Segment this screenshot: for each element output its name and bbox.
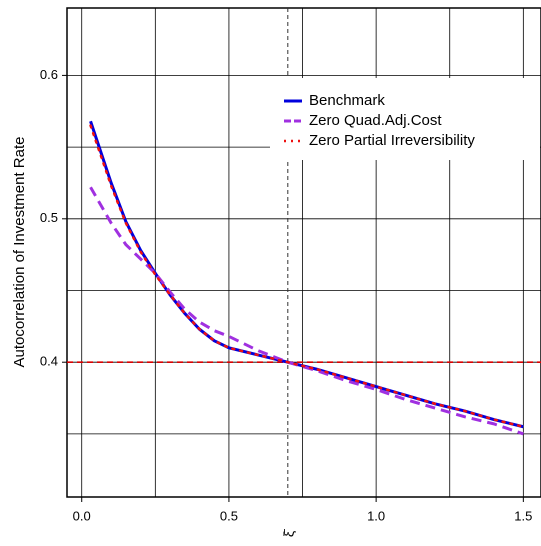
- x-tick-label: 0.0: [73, 508, 91, 523]
- plot-frame: [66, 7, 541, 498]
- series-line: [89, 186, 524, 436]
- y-tick-label: 0.4: [40, 354, 58, 369]
- x-axis-label: ξ̄: [281, 529, 297, 537]
- legend-label: Zero Quad.Adj.Cost: [309, 112, 442, 129]
- legend-label: Benchmark: [309, 92, 385, 109]
- x-tick-label: 0.5: [220, 508, 238, 523]
- legend-label: Zero Partial Irreversibility: [309, 132, 475, 149]
- y-tick-label: 0.6: [40, 67, 58, 82]
- y-axis-label: Autocorrelation of Investment Rate: [11, 137, 28, 368]
- series-line: [89, 120, 524, 429]
- x-tick-label: 1.5: [514, 508, 532, 523]
- y-tick-label: 0.5: [40, 210, 58, 225]
- legend-box: [270, 78, 540, 160]
- x-tick-label: 1.0: [367, 508, 385, 523]
